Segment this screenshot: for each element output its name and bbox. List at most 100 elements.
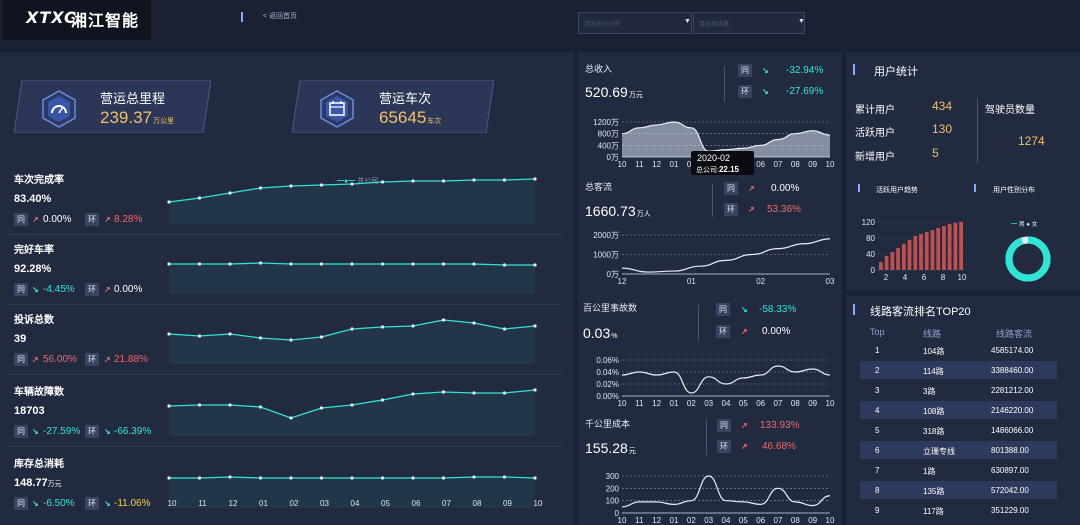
arrow-down-icon: ↘ <box>32 427 39 436</box>
kpi-row: 车辆故障数 18703 同 ↘ -27.59% 环 ↘ -66.39% <box>8 378 571 444</box>
x-tick-label: 04 <box>351 499 360 508</box>
kpi-sparkline <box>167 318 537 364</box>
table-row[interactable]: 1 104路 4585174.00 <box>860 341 1057 359</box>
kpi-point <box>228 475 232 479</box>
title-divider <box>241 12 243 22</box>
kpi-value: 18703 <box>14 405 45 417</box>
kpi-point <box>258 336 263 340</box>
trend-bar <box>884 256 889 270</box>
x-tick-label: 04 <box>722 399 731 408</box>
kpi-point <box>289 262 293 266</box>
chevron-down-icon: ▼ <box>684 18 691 25</box>
trend-bar <box>879 262 883 270</box>
series-line <box>621 238 831 273</box>
legend-label: 总公司 <box>357 178 379 185</box>
kpi-row: 完好车率 92.28% 同 ↘ -4.45% 环 ↗ 0.00% <box>8 236 571 302</box>
table-row[interactable]: 8 135路 572042.00 <box>860 481 1057 499</box>
kpi-value: 92.28% <box>14 263 52 275</box>
kpi-point <box>441 476 446 480</box>
accident-ring: 0.00% <box>762 326 791 337</box>
kpi-point <box>197 262 202 266</box>
cost-ring: 46.68% <box>762 441 796 452</box>
same-period-chip: 同 <box>14 283 28 296</box>
kpi-point <box>380 180 385 184</box>
x-tick-label: 06 <box>756 516 765 525</box>
section-marker <box>974 184 976 192</box>
active-trend-chart: 120 80 40 02 4 6 8 10 <box>862 218 967 282</box>
rank-cell: 2 <box>875 366 880 375</box>
x-tick-label: 09 <box>808 399 817 408</box>
y-tick-label: 0.04% <box>596 368 619 377</box>
y-tick-label: 80 <box>866 234 875 243</box>
section-marker <box>853 64 855 75</box>
x-tick-label: 06 <box>756 399 765 408</box>
x-tick-label: 03 <box>704 399 713 408</box>
y-tick-label: 0.02% <box>596 380 619 389</box>
kpi-point <box>258 261 263 265</box>
x-tick-label: 02 <box>290 499 299 508</box>
row-separator <box>8 304 563 305</box>
kpi-point <box>380 325 385 329</box>
kpi-name: 库存总消耗 <box>14 459 64 470</box>
same-period-chip: 同 <box>738 64 752 77</box>
drivers-value: 1274 <box>1018 134 1045 148</box>
rank-cell: 6 <box>875 446 880 455</box>
line-cell: 117路 <box>923 507 944 516</box>
kpi-point <box>380 398 385 402</box>
arrow-down-icon: ↘ <box>741 305 748 314</box>
back-home-link[interactable]: < 返回首页 <box>263 13 298 20</box>
x-tick-label: 04 <box>722 516 731 525</box>
ring-period-chip: 环 <box>724 203 738 216</box>
table-row[interactable]: 5 318路 1486066.00 <box>860 421 1057 439</box>
revenue-same: -32.94% <box>786 65 824 76</box>
kpi-value: 39 <box>14 333 27 345</box>
arrow-up-icon: ↗ <box>32 355 39 364</box>
mileage-card: 营运总里程 239.37万公里 <box>14 80 211 133</box>
trips-value: 65645车次 <box>379 108 442 127</box>
bus-schedule-icon <box>320 90 354 128</box>
kpi-point <box>533 388 537 392</box>
flow-cell: 351229.00 <box>991 506 1029 515</box>
col-flow: 线路客流 <box>996 329 1033 339</box>
line-select[interactable]: 请选择线路 ▼ <box>693 12 805 34</box>
x-tick-label: 12 <box>618 277 627 286</box>
table-row[interactable]: 6 立珊专线 801388.00 <box>860 441 1057 459</box>
company-select[interactable]: 请选择分公司 ▼ <box>578 12 692 34</box>
table-row[interactable]: 3 3路 2281212.00 <box>860 381 1057 399</box>
x-tick-label: 02 <box>687 516 696 525</box>
y-tick-label: 200 <box>606 484 620 493</box>
x-tick-label: 08 <box>791 516 800 525</box>
male-legend-icon: ━ <box>1011 222 1018 228</box>
kpi-name: 投诉总数 <box>14 315 54 326</box>
table-row[interactable]: 7 1路 630897.00 <box>860 461 1057 479</box>
flow-cell: 2146220.00 <box>991 406 1034 415</box>
y-tick-label: 100 <box>606 497 620 506</box>
kpi-point <box>472 391 476 395</box>
x-tick-label: 11 <box>635 399 644 408</box>
passenger-ring: 53.36% <box>767 204 801 215</box>
x-tick-label: 10 <box>826 399 835 408</box>
line-cell: 108路 <box>923 407 945 416</box>
x-tick-label: 10 <box>826 160 835 169</box>
y-tick-label: 1200万 <box>593 118 619 127</box>
middle-panel <box>578 52 842 525</box>
table-row[interactable]: 2 114路 3388460.00 <box>860 361 1057 379</box>
top-bar: XTXC 湘江智能 < 返回首页 请选择分公司 ▼ 请选择线路 ▼ <box>0 0 1080 48</box>
row-separator <box>8 374 563 375</box>
line-cell: 104路 <box>923 347 945 356</box>
kpi-ring-value: 8.28% <box>114 214 143 225</box>
gender-title: 用户性别分布 <box>993 187 1035 194</box>
rank-cell: 1 <box>875 346 880 355</box>
x-tick-label: 12 <box>652 516 661 525</box>
arrow-up-icon: ↗ <box>104 285 111 294</box>
arrow-up-icon: ↗ <box>748 205 755 214</box>
y-tick-label: 400万 <box>598 141 619 150</box>
ring-period-chip: 环 <box>717 440 731 453</box>
table-row[interactable]: 9 117路 351229.00 <box>860 501 1057 519</box>
table-row[interactable]: 4 108路 2146220.00 <box>860 401 1057 419</box>
kpi-point <box>167 262 171 266</box>
kpi-point <box>228 191 232 195</box>
passenger-same: 0.00% <box>771 183 800 194</box>
arrow-up-icon: ↗ <box>104 215 111 224</box>
kpi-point <box>533 324 537 328</box>
